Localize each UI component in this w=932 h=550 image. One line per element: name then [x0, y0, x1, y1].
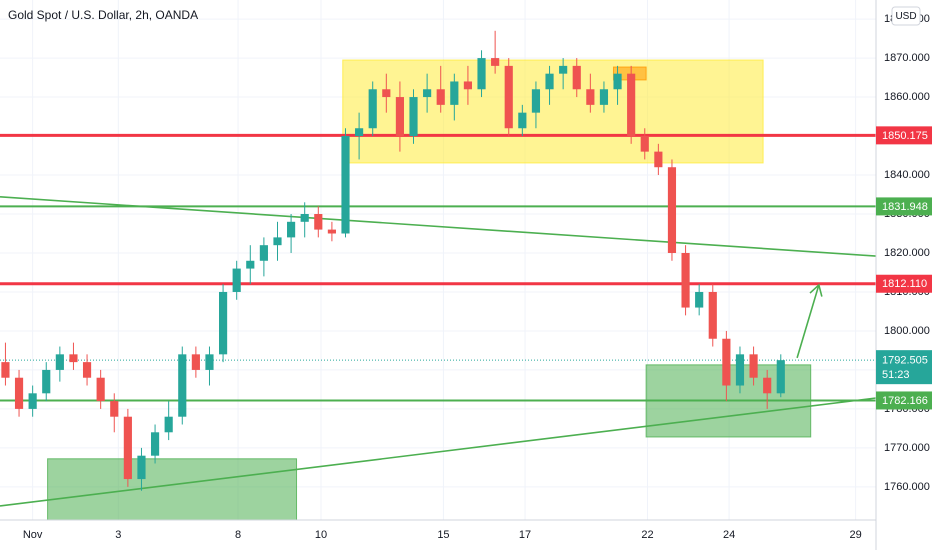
candle-body — [327, 229, 336, 234]
last-price-box — [876, 350, 932, 385]
candle-body — [368, 89, 377, 129]
candle-body — [395, 97, 404, 137]
level-label-box — [876, 126, 932, 145]
candle-body — [137, 455, 146, 480]
candle-body — [763, 377, 772, 394]
candle-body — [477, 58, 486, 90]
candle-body — [42, 369, 51, 394]
y-tick-label: 1820.000 — [884, 247, 930, 259]
candle-body — [355, 128, 364, 137]
candle-body — [531, 89, 541, 113]
candle-body — [572, 65, 581, 90]
candle-body — [341, 136, 350, 234]
x-tick-label: 15 — [437, 529, 449, 541]
candle-body — [491, 58, 500, 66]
candle-body — [123, 416, 132, 480]
candle-body — [382, 89, 391, 98]
candle-body — [110, 401, 119, 417]
candle-body — [613, 73, 622, 90]
arrow-head — [809, 283, 823, 297]
x-tick-label: 29 — [849, 529, 861, 541]
candle-body — [82, 362, 92, 378]
candle-body — [545, 73, 554, 90]
last-price-label: 1792.505 — [882, 355, 928, 367]
candle-body — [14, 377, 24, 409]
candle-body — [409, 97, 418, 137]
x-tick-label: Nov — [23, 529, 43, 541]
candle-body — [436, 89, 445, 105]
candle-body — [314, 214, 323, 230]
candle-body — [246, 260, 255, 269]
x-tick-label: 22 — [641, 529, 653, 541]
y-tick-label: 1770.000 — [884, 442, 930, 454]
candle-body — [273, 237, 282, 246]
candle-body — [164, 416, 173, 433]
countdown-label: 51:23 — [882, 369, 910, 381]
level-label: 1782.166 — [882, 395, 928, 407]
currency-label[interactable]: USD — [895, 11, 916, 22]
candle-body — [559, 65, 568, 74]
arrow-line — [796, 284, 820, 359]
candle-body — [695, 291, 704, 308]
chart-title: Gold Spot / U.S. Dollar, 2h, OANDA — [8, 8, 198, 22]
candle-body — [463, 81, 473, 90]
x-tick-label: 17 — [519, 529, 531, 541]
candle-body — [518, 112, 527, 129]
trendline — [0, 397, 877, 507]
candle-body — [735, 354, 745, 386]
candle-body — [776, 360, 785, 394]
x-tick-label: 10 — [315, 529, 327, 541]
candle-body — [667, 167, 677, 253]
level-label: 1812.110 — [882, 278, 927, 290]
level-label-box — [876, 197, 932, 216]
candle-body — [232, 268, 241, 292]
candle-body — [423, 89, 432, 98]
level-label: 1831.948 — [882, 201, 928, 213]
y-tick-label: 1840.000 — [884, 169, 930, 181]
level-label: 1850.175 — [882, 130, 928, 142]
candle-body — [69, 354, 78, 363]
candle-body — [259, 245, 268, 261]
candle-body — [150, 432, 160, 456]
candle-body — [654, 151, 663, 168]
y-tick-label: 1800.000 — [884, 325, 930, 337]
candle-body — [627, 73, 636, 137]
zone-box — [47, 458, 298, 521]
candle-body — [28, 393, 37, 409]
candle-body — [219, 291, 228, 355]
y-tick-label: 1760.000 — [884, 481, 930, 493]
candle-body — [205, 354, 214, 370]
candle-body — [1, 362, 10, 378]
candle-body — [708, 291, 717, 339]
level-label-box — [876, 391, 932, 410]
candle-body — [191, 354, 200, 370]
candle-body — [722, 338, 731, 386]
candle-body — [586, 89, 595, 105]
candle-body — [599, 89, 609, 105]
level-label-box — [876, 274, 932, 293]
candle-body — [300, 214, 309, 222]
candle-body — [681, 252, 690, 308]
currency-button[interactable] — [891, 6, 921, 26]
candle-body — [640, 136, 649, 152]
candle-body — [749, 354, 758, 378]
candle-body — [504, 65, 513, 129]
candle-body — [55, 354, 64, 370]
x-tick-label: 8 — [235, 529, 241, 541]
candle-body — [450, 81, 459, 105]
x-tick-label: 24 — [723, 529, 735, 541]
candle-body — [178, 354, 187, 417]
y-tick-label: 1870.000 — [884, 52, 930, 64]
y-tick-label: 1860.000 — [884, 91, 930, 103]
candle-body — [287, 221, 296, 238]
x-tick-label: 3 — [115, 529, 121, 541]
candle-body — [96, 377, 105, 402]
